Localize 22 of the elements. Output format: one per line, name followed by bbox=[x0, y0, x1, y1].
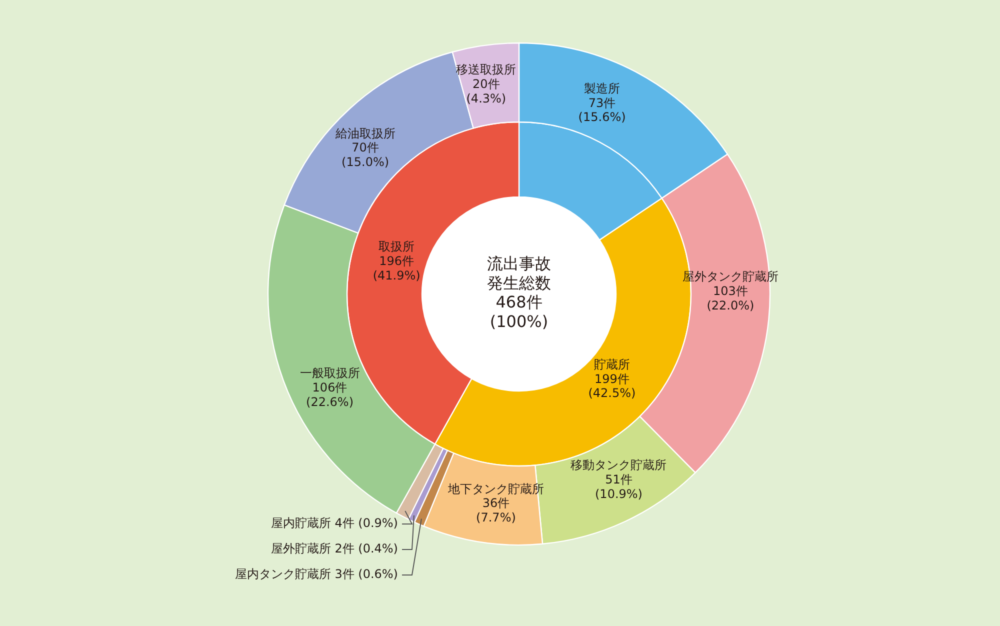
slice-label: 屋内タンク貯蔵所 3件 (0.6%) bbox=[234, 567, 398, 582]
data-label: 51件 (10.9%) bbox=[595, 472, 642, 502]
data-label: 103件 (22.0%) bbox=[706, 284, 754, 313]
data-label: 70件 (15.0%) bbox=[342, 141, 390, 170]
slice-label: 屋外貯蔵所 2件 (0.4%) bbox=[270, 542, 398, 556]
data-label: 36件 (7.7%) bbox=[476, 496, 516, 525]
slice-label: 取扱所 bbox=[378, 240, 415, 254]
slice-label: 移送取扱所 bbox=[456, 62, 516, 77]
data-label: 196件 (41.9%) bbox=[372, 254, 420, 283]
data-label: 73件 (15.6%) bbox=[578, 96, 626, 124]
text: 流出事故発生総数 bbox=[487, 254, 551, 293]
data-label: 20件 (4.3%) bbox=[466, 77, 506, 106]
data-label: 199件 (42.5%) bbox=[588, 372, 636, 400]
slice-label: 地下タンク貯蔵所 bbox=[446, 482, 544, 496]
text: 468件 (100%) bbox=[490, 292, 548, 332]
slice-label: 貯蔵所 bbox=[594, 358, 630, 372]
slice-label: 給油取扱所 bbox=[334, 126, 396, 141]
slice-label: 製造所 bbox=[584, 82, 620, 96]
slice-label: 屋内貯蔵所 4件 (0.9%) bbox=[270, 516, 398, 530]
data-label: 106件 (22.6%) bbox=[306, 380, 354, 410]
slice-label: 移動タンク貯蔵所 bbox=[570, 458, 667, 472]
slice-label: 一般取扱所 bbox=[300, 366, 360, 380]
